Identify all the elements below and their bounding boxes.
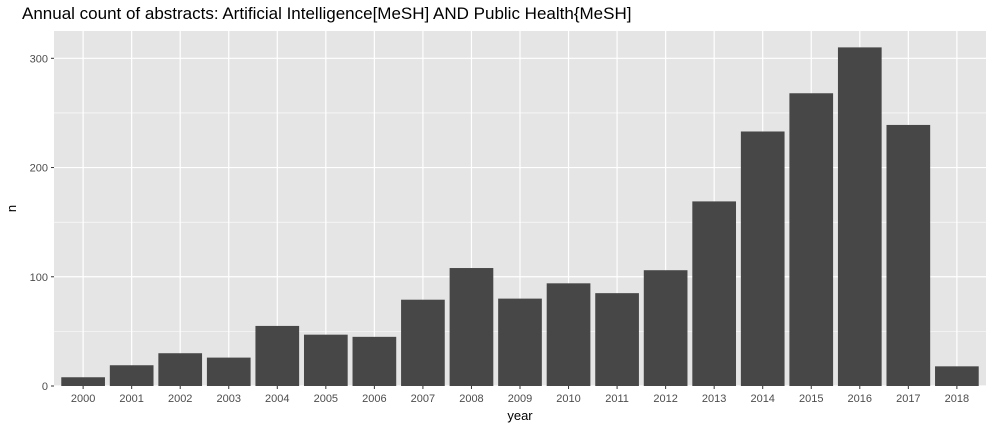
x-tick-label: 2016	[848, 393, 872, 405]
x-axis-label: year	[507, 408, 533, 423]
y-tick-label: 0	[42, 381, 48, 393]
bar-2005	[303, 334, 348, 386]
bar-2018	[935, 366, 979, 386]
bar-2010	[546, 283, 591, 386]
y-tick-label: 200	[30, 163, 48, 175]
x-tick-label: 2011	[605, 393, 629, 405]
x-tick-label: 2015	[799, 393, 823, 405]
x-tick-label: 2002	[168, 393, 192, 405]
x-tick-label: 2007	[411, 393, 435, 405]
x-tick-label: 2000	[71, 393, 95, 405]
x-tick-label: 2018	[945, 393, 969, 405]
x-tick-label: 2010	[556, 393, 580, 405]
x-tick-label: 2003	[217, 393, 241, 405]
x-tick-label: 2017	[896, 393, 920, 405]
x-tick-label: 2004	[265, 393, 289, 405]
bar-2013	[692, 201, 737, 386]
x-tick-label: 2008	[459, 393, 483, 405]
bar-2011	[595, 293, 639, 386]
bar-2008	[449, 268, 494, 386]
bar-2014	[740, 131, 785, 386]
bar-2015	[789, 93, 834, 386]
bar-2016	[837, 47, 882, 387]
x-tick-label: 2014	[750, 393, 774, 405]
bar-2003	[206, 357, 251, 386]
x-tick-label: 2001	[119, 393, 143, 405]
bar-2000	[61, 377, 105, 386]
x-tick-label: 2005	[314, 393, 338, 405]
bar-2009	[498, 298, 542, 386]
bars	[61, 47, 979, 387]
bar-2002	[158, 353, 203, 386]
y-tick-label: 100	[30, 272, 48, 284]
bar-2001	[109, 365, 154, 386]
y-axis-label: n	[4, 205, 19, 212]
x-tick-label: 2013	[702, 393, 726, 405]
y-axis: 0 100 200 300	[30, 53, 54, 393]
bar-2012	[643, 270, 688, 386]
x-tick-label: 2009	[508, 393, 532, 405]
bar-2004	[255, 325, 300, 386]
x-tick-label: 2012	[653, 393, 677, 405]
bar-2007	[401, 299, 445, 386]
x-tick-label: 2006	[362, 393, 386, 405]
bar-2017	[886, 124, 931, 386]
y-tick-label: 300	[30, 53, 48, 65]
bar-2006	[352, 336, 397, 386]
x-axis: 2000 2001 2002 2003 2004 2005 2006 2007 2008 2009…	[71, 386, 969, 405]
chart-title: Annual count of abstracts: Artificial In…	[22, 4, 632, 23]
